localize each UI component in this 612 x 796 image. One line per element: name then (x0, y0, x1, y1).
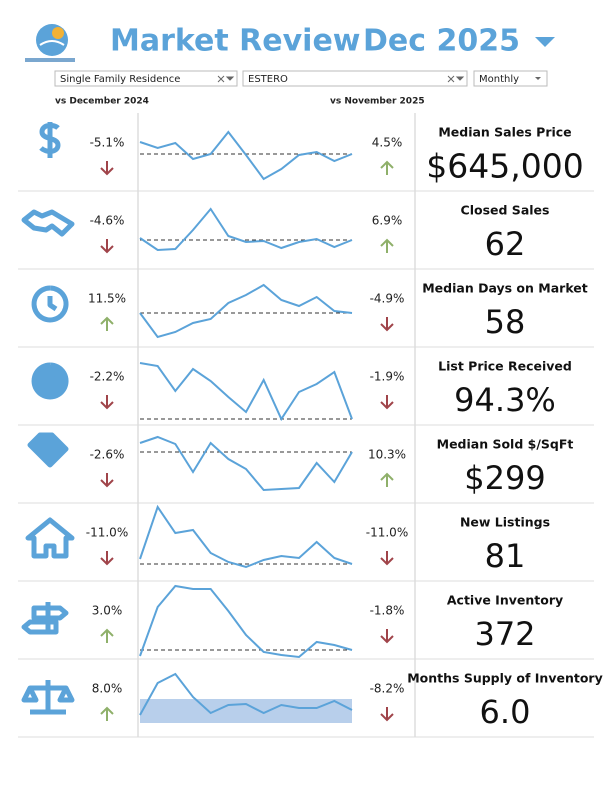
title: Market Review (110, 24, 361, 59)
filter[interactable]: Single Family Residence (54, 70, 238, 87)
filter-text: Single Family Residence (60, 74, 180, 85)
metric-icon (25, 517, 75, 559)
metric-value: $299 (464, 459, 545, 497)
mom-arrow (380, 395, 394, 410)
sparkline (139, 207, 353, 252)
mom-change: -11.0% (366, 526, 408, 540)
yoy-change: -4.6% (90, 214, 125, 228)
yoy-arrow (100, 628, 114, 643)
metric-value: 81 (485, 537, 526, 575)
mom-arrow (380, 317, 394, 332)
yoy-change: -11.0% (86, 526, 128, 540)
yoy-arrow (100, 395, 114, 410)
yoy-change: 11.5% (88, 292, 126, 306)
logo (25, 24, 75, 62)
metric-name: List Price Received (438, 359, 572, 374)
mom-arrow (380, 160, 394, 175)
mom-change: 10.3% (368, 448, 406, 462)
filter[interactable]: Monthly (473, 70, 548, 87)
metric-icon (31, 285, 69, 323)
metric-icon (21, 602, 69, 635)
mom-arrow (380, 629, 394, 644)
sparkline (139, 672, 353, 716)
yoy-change: -2.2% (90, 370, 125, 384)
mom-change: -4.9% (370, 292, 405, 306)
yoy-change: -5.1% (90, 136, 125, 150)
mom-change: 6.9% (372, 214, 403, 228)
metric-value: 6.0 (480, 693, 531, 731)
metric-value: 94.3% (454, 381, 556, 419)
sparkline (139, 362, 353, 422)
yoy-arrow (100, 161, 114, 176)
metric-name: Median Sales Price (438, 125, 571, 140)
yoy-arrow (100, 473, 114, 488)
metric-value: 62 (485, 225, 526, 263)
yoy-arrow (100, 239, 114, 254)
mom-change: -1.9% (370, 370, 405, 384)
yoy-arrow (100, 706, 114, 721)
yoy-arrow (100, 551, 114, 566)
metric-value: 58 (485, 303, 526, 341)
yoy-arrow (100, 316, 114, 331)
period-dropdown[interactable] (535, 37, 555, 47)
mom-arrow (380, 238, 394, 253)
metric-name: New Listings (460, 515, 550, 530)
metric-icon (21, 209, 75, 237)
sparkline (139, 130, 353, 181)
metric-name: Closed Sales (461, 203, 550, 218)
compare-label: vs December 2024 (55, 97, 149, 107)
mom-arrow (380, 472, 394, 487)
metric-icon (31, 362, 69, 400)
metric-icon (27, 432, 69, 468)
yoy-change: 8.0% (92, 682, 123, 696)
mom-change: -8.2% (370, 682, 405, 696)
range-band (140, 699, 352, 723)
metric-value: $645,000 (426, 147, 583, 186)
metric-name: Active Inventory (447, 593, 563, 608)
sparkline (139, 504, 353, 569)
filter-text: Monthly (479, 74, 519, 85)
metric-value: 372 (474, 615, 535, 653)
mom-change: 4.5% (372, 136, 403, 150)
filter[interactable]: ESTERO (242, 70, 468, 87)
metric-icon (39, 122, 61, 158)
sparkline (139, 283, 353, 339)
sparkline (139, 584, 353, 659)
sparkline (139, 435, 353, 492)
mom-arrow (380, 551, 394, 566)
period: Dec 2025 (363, 24, 520, 59)
mom-change: -1.8% (370, 604, 405, 618)
filter-text: ESTERO (248, 74, 288, 85)
yoy-change: 3.0% (92, 604, 123, 618)
compare-label: vs November 2025 (330, 97, 425, 107)
metric-name: Median Sold $/SqFt (437, 437, 574, 452)
yoy-change: -2.6% (90, 448, 125, 462)
metric-icon (21, 680, 75, 715)
metric-name: Median Days on Market (422, 281, 588, 296)
metric-name: Months Supply of Inventory (407, 671, 603, 686)
mom-arrow (380, 707, 394, 722)
